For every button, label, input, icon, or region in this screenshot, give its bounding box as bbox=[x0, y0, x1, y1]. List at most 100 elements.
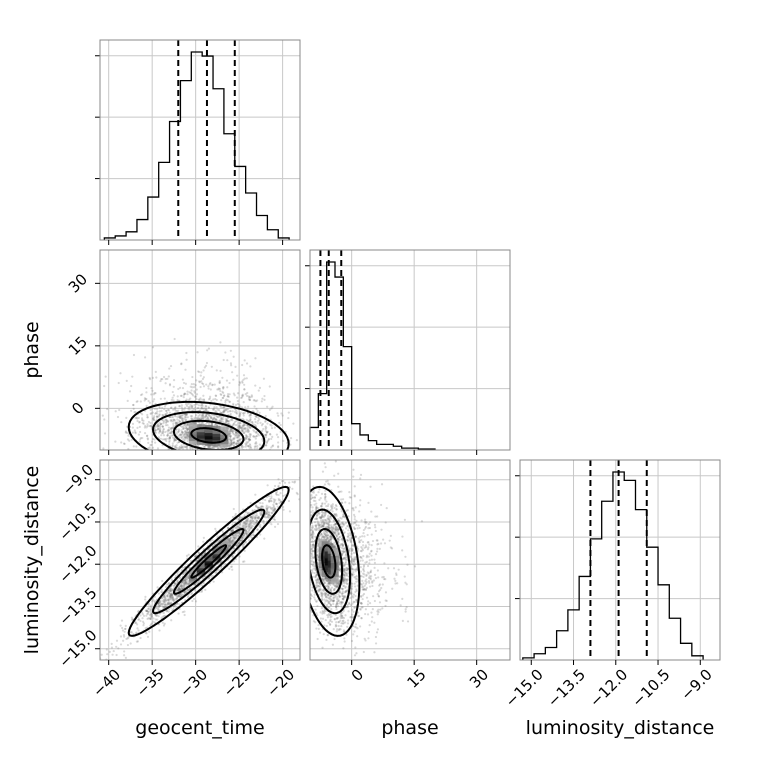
scatter-point bbox=[199, 404, 202, 407]
scatter-point bbox=[235, 534, 238, 538]
scatter-point bbox=[223, 461, 225, 463]
scatter-point bbox=[231, 549, 234, 552]
scatter-point bbox=[333, 506, 336, 510]
scatter-point bbox=[174, 439, 178, 442]
scatter-point bbox=[147, 607, 150, 610]
scatter-point bbox=[154, 431, 158, 434]
scatter-point bbox=[183, 579, 187, 582]
scatter-point bbox=[244, 442, 247, 445]
scatter-point bbox=[250, 394, 253, 397]
scatter-point bbox=[141, 393, 144, 396]
scatter-point bbox=[124, 656, 127, 659]
scatter-point bbox=[186, 434, 190, 438]
scatter-point bbox=[231, 452, 233, 454]
scatter-point bbox=[169, 598, 172, 601]
scatter-point bbox=[252, 515, 255, 518]
scatter-point bbox=[148, 401, 151, 404]
scatter-point bbox=[245, 362, 249, 365]
scatter-point bbox=[198, 413, 201, 417]
scatter-point bbox=[166, 603, 169, 606]
scatter-point bbox=[289, 437, 293, 440]
scatter-point bbox=[177, 434, 181, 437]
scatter-point bbox=[152, 620, 155, 623]
scatter-point bbox=[193, 416, 196, 419]
scatter-point bbox=[175, 432, 178, 435]
scatter-point bbox=[288, 481, 291, 484]
scatter-point bbox=[125, 637, 128, 641]
scatter-point bbox=[168, 591, 171, 594]
scatter-point bbox=[250, 395, 254, 398]
scatter-point bbox=[256, 422, 259, 425]
scatter-point bbox=[220, 565, 223, 568]
scatter-point bbox=[222, 387, 225, 390]
scatter-point bbox=[165, 420, 168, 423]
scatter-point bbox=[246, 441, 250, 444]
scatter-point bbox=[179, 416, 182, 420]
scatter-point bbox=[211, 539, 214, 542]
scatter-point bbox=[187, 457, 189, 459]
scatter-point bbox=[214, 394, 218, 397]
scatter-point bbox=[178, 405, 181, 408]
scatter-point bbox=[225, 409, 228, 412]
scatter-point bbox=[231, 556, 234, 559]
scatter-point bbox=[201, 584, 204, 587]
scatter-point bbox=[184, 598, 187, 602]
scatter-point bbox=[258, 451, 260, 453]
scatter-point bbox=[165, 599, 168, 602]
scatter-point bbox=[200, 407, 203, 410]
scatter-point bbox=[156, 415, 159, 418]
scatter-point bbox=[170, 406, 173, 409]
scatter-point bbox=[206, 417, 209, 421]
scatter-point bbox=[185, 435, 189, 438]
scatter-point bbox=[220, 455, 222, 457]
scatter-point bbox=[222, 411, 225, 414]
scatter-point bbox=[256, 399, 259, 402]
scatter-point bbox=[208, 571, 211, 574]
contour-level-2 bbox=[151, 411, 266, 450]
scatter-point bbox=[156, 607, 160, 610]
scatter-point bbox=[211, 451, 213, 453]
scatter-point bbox=[250, 526, 253, 529]
scatter-point bbox=[124, 431, 127, 434]
scatter-point bbox=[256, 447, 259, 450]
scatter-point bbox=[101, 414, 104, 417]
scatter-point bbox=[183, 423, 186, 426]
scatter-point bbox=[182, 427, 185, 430]
scatter-point bbox=[245, 377, 248, 380]
scatter-point bbox=[202, 452, 204, 454]
scatter-point bbox=[186, 447, 189, 450]
scatter-point bbox=[164, 452, 166, 454]
scatter-point bbox=[177, 430, 180, 433]
scatter-point bbox=[242, 521, 246, 525]
scatter-point bbox=[173, 584, 176, 587]
scatter-point bbox=[230, 438, 233, 442]
scatter-point bbox=[231, 429, 234, 432]
scatter-point bbox=[230, 441, 233, 444]
scatter-point bbox=[251, 517, 254, 520]
scatter-point bbox=[168, 582, 171, 585]
scatter-point bbox=[245, 533, 248, 536]
scatter-point bbox=[249, 438, 252, 442]
scatter-point bbox=[119, 372, 122, 375]
scatter-point bbox=[253, 516, 257, 519]
scatter-point bbox=[135, 416, 138, 419]
scatter-point bbox=[254, 493, 257, 496]
scatter-point bbox=[186, 427, 190, 430]
scatter-point bbox=[180, 445, 184, 449]
scatter-point bbox=[163, 405, 167, 408]
scatter-point bbox=[322, 511, 325, 514]
scatter-point bbox=[268, 514, 271, 517]
panel-geocent_time-vs-luminosity_distance bbox=[95, 459, 301, 665]
scatter-point bbox=[265, 433, 268, 436]
scatter-point bbox=[319, 516, 323, 519]
scatter-point bbox=[218, 419, 221, 423]
scatter-point bbox=[377, 542, 380, 545]
scatter-point bbox=[253, 423, 256, 426]
scatter-point bbox=[152, 417, 155, 420]
scatter-point bbox=[267, 437, 271, 441]
scatter-point bbox=[212, 408, 215, 411]
scatter-point bbox=[250, 519, 253, 523]
scatter-point bbox=[169, 589, 172, 593]
scatter-point bbox=[134, 432, 137, 435]
scatter-point bbox=[347, 534, 351, 537]
